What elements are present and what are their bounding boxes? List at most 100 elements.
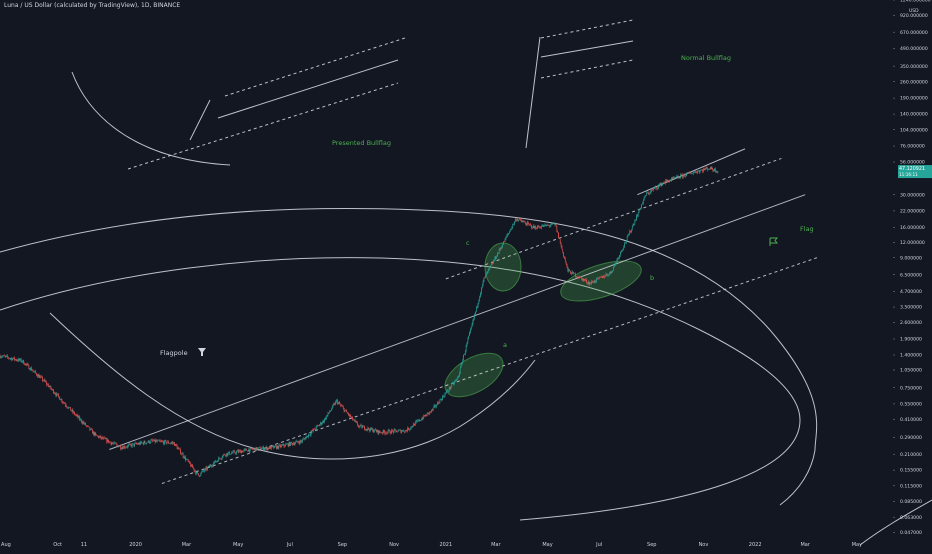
candle-body: [436, 405, 437, 406]
candle-body: [46, 382, 47, 384]
candle-body: [596, 278, 597, 281]
candle-body: [431, 410, 432, 412]
price-tick-label: 490.000000: [900, 46, 928, 52]
candle-body: [19, 359, 20, 360]
candle-body: [360, 425, 361, 426]
candle-body: [315, 429, 316, 430]
candle-body: [603, 276, 604, 278]
candle-body: [573, 272, 574, 273]
candle-body: [16, 359, 17, 360]
candle-body: [180, 449, 181, 453]
candle-body: [365, 429, 366, 430]
candle-body: [405, 430, 406, 432]
candle-body: [134, 443, 135, 445]
candle-body: [544, 225, 545, 227]
candle-body: [662, 183, 663, 184]
candle-body: [685, 176, 686, 177]
candle-body: [114, 442, 115, 443]
candle-body: [203, 471, 204, 472]
candle-body: [267, 447, 268, 450]
candle-body: [678, 176, 679, 178]
candle-body: [557, 231, 558, 232]
candle-body: [660, 183, 661, 185]
candle-body: [201, 473, 202, 476]
candle-body: [521, 219, 522, 221]
candle-body: [340, 403, 341, 405]
candle-body: [8, 357, 9, 358]
candle-body: [135, 443, 136, 444]
candle-body: [240, 450, 241, 453]
candle-body: [571, 274, 572, 275]
candle-body: [668, 180, 669, 181]
candle-body: [399, 430, 400, 431]
candle-body: [707, 168, 708, 170]
candle-body: [171, 443, 172, 444]
candle-body: [106, 439, 107, 443]
price-tick-label: 9.000000: [900, 255, 922, 261]
candle-body: [662, 184, 663, 186]
candle-body: [546, 225, 547, 226]
candle-body: [42, 377, 43, 380]
price-tick-label: 16.000000: [900, 225, 925, 231]
candle-body: [390, 433, 391, 434]
candle-body: [128, 445, 129, 447]
candle-body: [616, 263, 617, 264]
candle-body: [217, 461, 218, 462]
candle-body: [503, 241, 504, 244]
candle-body: [287, 444, 288, 445]
candle-body: [340, 405, 341, 406]
time-tick-label: Nov: [389, 542, 399, 548]
candle-body: [382, 433, 383, 434]
candle-body: [676, 176, 677, 177]
candle-body: [494, 260, 495, 261]
candle-body: [134, 444, 135, 446]
candle-body: [44, 380, 45, 381]
candle-body: [184, 457, 185, 458]
candle-body: [434, 405, 435, 406]
candle-body: [453, 383, 454, 384]
candle-body: [123, 447, 124, 448]
candle-body: [167, 442, 168, 443]
candle-body: [78, 415, 79, 417]
candle-body: [689, 172, 690, 173]
price-tick-label: 56.000000: [900, 160, 925, 166]
candle-body: [100, 436, 101, 437]
candle-body: [246, 449, 247, 451]
candle-body: [300, 441, 301, 444]
candle-body: [717, 171, 718, 172]
candle-body: [614, 265, 615, 267]
candle-body: [75, 415, 76, 416]
candle-body: [718, 172, 719, 173]
candle-body: [104, 438, 105, 439]
candle-body: [234, 451, 235, 452]
candle-body: [261, 449, 262, 450]
candle-body: [245, 449, 246, 450]
candle-body: [174, 443, 175, 446]
candle-body: [457, 378, 458, 379]
candle-body: [510, 230, 511, 232]
candle-body: [450, 387, 451, 388]
candle-body: [464, 354, 465, 355]
candle-body: [312, 430, 313, 432]
highlight-ellipse-c[interactable]: [485, 243, 521, 291]
candle-body: [628, 235, 629, 236]
candle-body: [542, 225, 543, 226]
candle-body: [401, 430, 402, 433]
candle-body: [679, 178, 680, 179]
candle-body: [213, 463, 214, 466]
candle-body: [375, 429, 376, 430]
candle-body: [378, 430, 379, 434]
candle-body: [326, 416, 327, 419]
candle-body: [564, 257, 565, 259]
candle-body: [358, 426, 359, 427]
candle-body: [335, 402, 336, 405]
candle-body: [582, 278, 583, 280]
candle-body: [198, 473, 199, 475]
candle-body: [172, 442, 173, 443]
candle-body: [484, 278, 485, 279]
candle-body: [451, 387, 452, 389]
candle-body: [348, 413, 349, 415]
candle-body: [150, 443, 151, 444]
